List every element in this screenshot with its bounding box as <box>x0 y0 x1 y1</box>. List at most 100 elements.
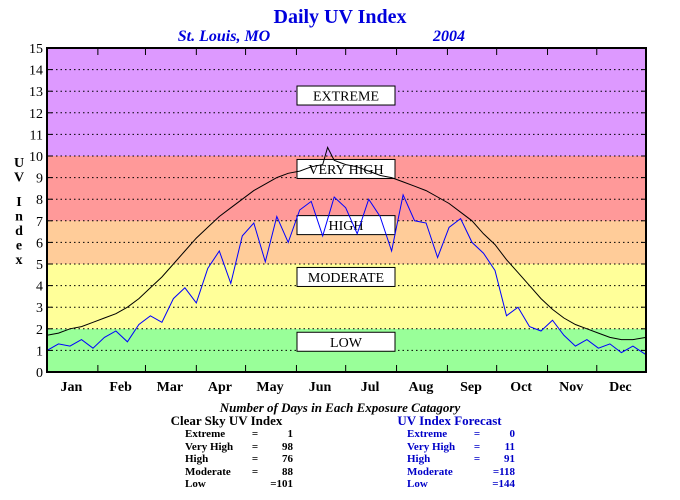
y-tick-label: 5 <box>36 258 43 273</box>
forecast-stat-row: Extreme = 0 <box>384 428 515 440</box>
band-label-box-low <box>296 331 396 352</box>
y-tick-label: 12 <box>29 107 43 122</box>
clear-sky-stat-row-label: Extreme <box>185 428 226 441</box>
y-tick-label: 7 <box>36 215 43 230</box>
forecast-stat-row-equals <box>469 466 485 478</box>
y-axis-label-letter: n <box>15 210 23 225</box>
forecast-stat-row-label: Extreme <box>407 428 448 441</box>
y-tick-label: 10 <box>29 150 43 165</box>
clear-sky-stat-row: Low =101 <box>160 478 293 490</box>
y-tick-label: 8 <box>36 193 43 208</box>
clear-sky-stat-row-equals: = <box>251 453 259 466</box>
forecast-stat-row: Moderate =118 <box>384 466 515 478</box>
forecast-stat-row: High = 91 <box>384 453 515 465</box>
clear-sky-stat-row-label: Very High <box>185 440 234 453</box>
y-tick-label: 13 <box>29 85 43 100</box>
forecast-stat-row-label: Very High <box>407 440 456 453</box>
clear-sky-stat-row-equals: = <box>251 465 259 478</box>
clear-sky-stat-row-value: 76 <box>282 453 293 466</box>
y-axis-label-letter: d <box>15 224 23 239</box>
chart-subtitle-location: St. Louis, MO <box>178 28 271 45</box>
x-tick-label: Jan <box>61 380 83 395</box>
band-label-extreme: EXTREME <box>313 90 379 105</box>
forecast-stat-row-label: Moderate <box>407 465 453 478</box>
forecast-stats: UV Index Forecast Extreme = 0 Very High = 11 H… <box>384 413 515 490</box>
clear-sky-stat-row-value: 98 <box>282 440 293 453</box>
y-tick-label: 2 <box>36 323 43 338</box>
band-label-box-moderate <box>296 266 396 287</box>
clear-sky-series-line <box>46 146 647 341</box>
band-label-very-high: VERY HIGH <box>308 163 383 178</box>
forecast-series-line <box>46 193 647 356</box>
forecast-stat-row-value: 91 <box>504 453 515 466</box>
y-tick-label: 9 <box>36 172 43 187</box>
y-axis-label-letter: V <box>14 171 24 186</box>
clear-sky-stat-row-equals <box>247 478 263 490</box>
forecast-stat-row-label: Low <box>407 478 428 491</box>
clear-sky-stat-row-equals: = <box>251 428 259 441</box>
x-tick-label: Apr <box>208 380 232 395</box>
forecast-stat-row-value: =144 <box>492 478 515 491</box>
y-tick-label: 3 <box>36 301 43 316</box>
forecast-stat-row-equals: = <box>473 440 481 453</box>
clear-sky-stat-row-value: 1 <box>287 428 294 441</box>
forecast-stat-row: Low =144 <box>384 478 515 490</box>
clear-sky-title: Clear Sky UV Index <box>170 413 283 428</box>
series-lines <box>46 146 647 356</box>
clear-sky-stat-row-value: =101 <box>270 478 293 491</box>
x-tick-label: May <box>256 380 283 395</box>
clear-sky-stat-row: Moderate = 88 <box>160 466 293 478</box>
y-axis-label-letter: U <box>14 156 24 171</box>
y-axis-label-letter: x <box>16 253 23 268</box>
forecast-stat-row: Very High = 11 <box>384 441 515 453</box>
band-label-moderate: MODERATE <box>308 271 384 286</box>
x-tick-label: Nov <box>559 380 583 395</box>
y-tick-label: 4 <box>36 280 43 295</box>
clear-sky-stat-row: High = 76 <box>160 453 293 465</box>
x-tick-label: Feb <box>109 380 132 395</box>
y-tick-label: 1 <box>36 344 43 359</box>
y-tick-label: 14 <box>29 64 43 79</box>
gridlines <box>47 69 646 351</box>
clear-sky-stat-row: Very High = 98 <box>160 441 293 453</box>
clear-sky-stat-row-label: High <box>185 453 209 466</box>
forecast-stat-row-equals: = <box>473 428 481 441</box>
y-tick-label: 6 <box>36 236 43 251</box>
band-label-box-extreme <box>296 85 396 106</box>
clear-sky-stat-row-label: Moderate <box>185 465 231 478</box>
clear-sky-stat-row-equals: = <box>251 440 259 453</box>
y-tick-label: 11 <box>30 128 43 143</box>
forecast-title: UV Index Forecast <box>397 413 502 428</box>
forecast-stat-row-equals <box>469 478 485 490</box>
forecast-stat-row-value: =118 <box>492 465 515 478</box>
band-label-box-very-high <box>296 158 396 179</box>
x-tick-label: Mar <box>157 380 183 395</box>
band-label-high: HIGH <box>329 219 364 234</box>
x-tick-label: Dec <box>609 380 632 395</box>
band-label-box-high <box>296 215 396 236</box>
clear-sky-stat-row-value: 88 <box>282 465 293 478</box>
forecast-stat-row-value: 11 <box>504 440 515 453</box>
x-tick-label: Jun <box>309 380 332 395</box>
chart-title: Daily UV Index <box>274 6 407 28</box>
band-label-low: LOW <box>330 336 363 351</box>
y-tick-label: 15 <box>29 42 43 57</box>
y-tick-label: 0 <box>36 366 43 381</box>
forecast-stat-row-value: 0 <box>509 428 516 441</box>
y-axis-label-letter: I <box>16 195 21 210</box>
x-tick-label: Oct <box>510 380 532 395</box>
chart-subtitle-year: 2004 <box>432 28 465 45</box>
plot-frame <box>46 47 647 373</box>
clear-sky-stat-row-label: Low <box>185 478 206 491</box>
x-tick-label: Aug <box>409 380 434 395</box>
x-tick-label: Sep <box>460 380 482 395</box>
clear-sky-stats: Clear Sky UV Index Extreme = 1 Very High = 98… <box>160 413 293 490</box>
band-labels: LOW MODERATE HIGH VERY HIGH EXTREME <box>296 85 396 352</box>
y-axis-label-letter: e <box>16 239 22 254</box>
forecast-stat-row-equals: = <box>473 453 481 466</box>
clear-sky-stat-row: Extreme = 1 <box>160 428 293 440</box>
